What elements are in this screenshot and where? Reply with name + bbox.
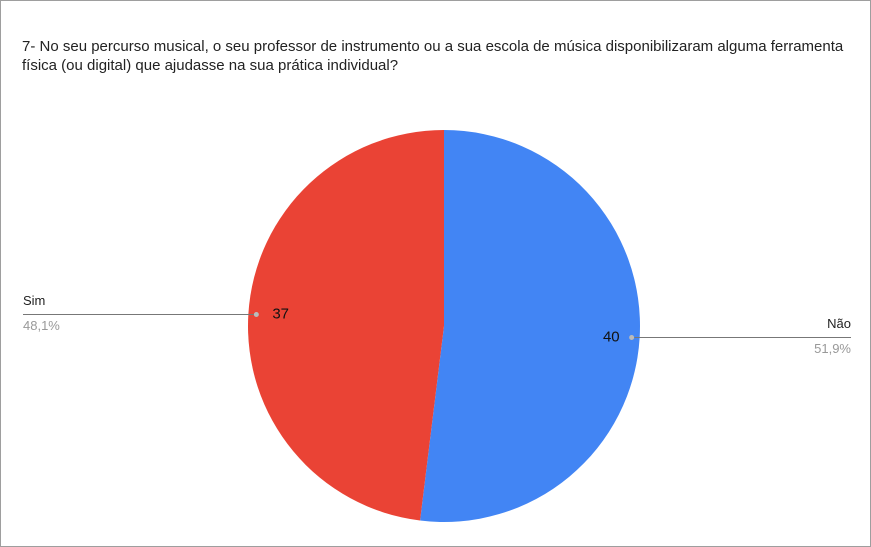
percentage-label: 48,1% — [23, 318, 60, 333]
category-label: Não — [827, 316, 851, 331]
leader-dot — [253, 312, 259, 318]
pie-slice — [420, 130, 641, 522]
leader-dot — [629, 334, 635, 340]
value-label: 40 — [603, 328, 620, 345]
category-label: Sim — [23, 293, 45, 308]
pie-slice — [248, 130, 444, 521]
value-label: 37 — [272, 305, 289, 322]
chart-title: 7- No seu percurso musical, o seu profes… — [22, 38, 844, 74]
percentage-label: 51,9% — [814, 341, 851, 356]
